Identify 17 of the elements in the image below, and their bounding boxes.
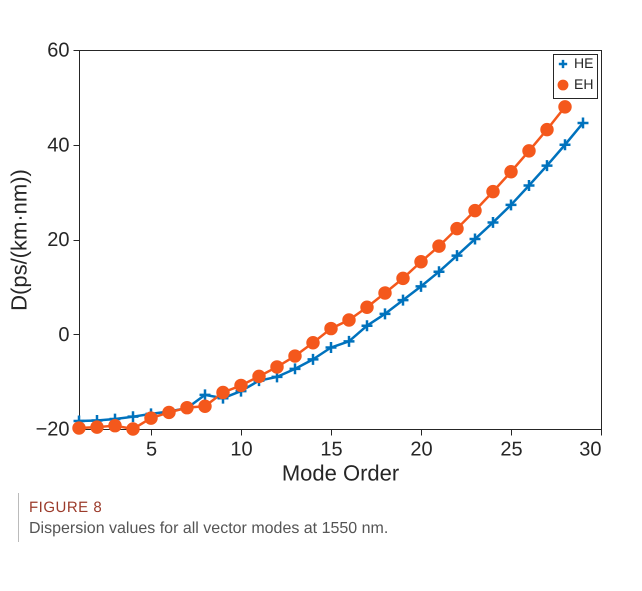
y-tick-label: −20	[36, 418, 70, 440]
y-tick-label: 40	[47, 134, 70, 156]
x-tick-label: 25	[500, 438, 523, 460]
y-tick-label: 20	[47, 229, 70, 251]
y-tick-label: 0	[58, 324, 70, 346]
x-tick-label: 20	[410, 438, 433, 460]
x-tick-label: 10	[230, 438, 253, 460]
caption: FIGURE 8	[29, 499, 104, 516]
legend-label: EH	[574, 76, 594, 92]
text: Dispersion values for all vector modes at 1550 nm.	[29, 520, 390, 538]
x-axis-title: Mode Order	[282, 460, 400, 486]
y-axis-title: D(ps/(km·nm))	[6, 169, 32, 311]
legend-label: HE	[574, 55, 594, 71]
x-tick-label: 5	[146, 438, 158, 460]
y-tick-label: 60	[47, 40, 70, 62]
x-tick-label: 30	[579, 438, 602, 460]
x-tick-label: 15	[320, 438, 343, 460]
